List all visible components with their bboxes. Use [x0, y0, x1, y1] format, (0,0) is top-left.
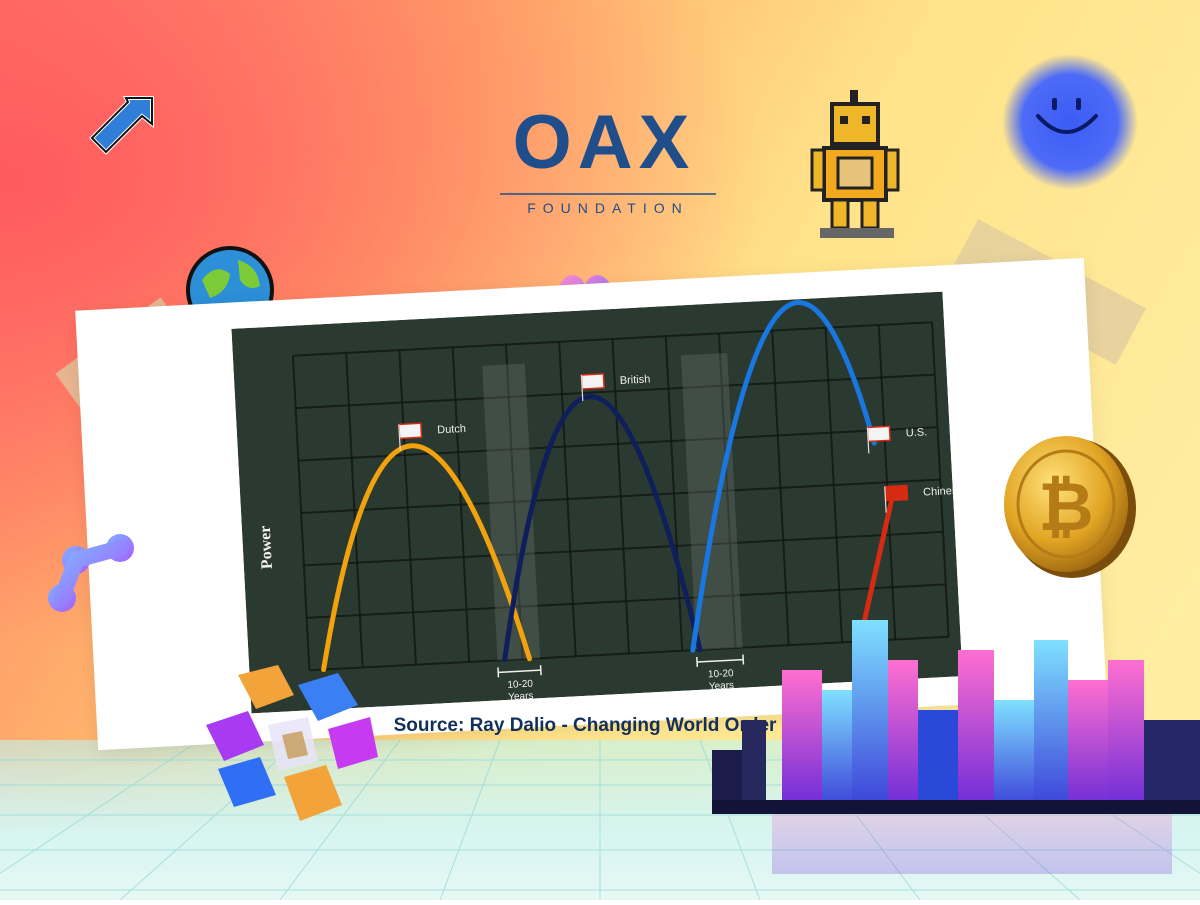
oax-logo: OAX FOUNDATION	[490, 100, 730, 220]
pixel-cursor-icon	[89, 96, 154, 155]
transition-bracket-tick	[497, 667, 500, 678]
flag-u-s-icon	[866, 425, 891, 443]
logo-text: OAX	[513, 100, 696, 185]
chart-panel: 10-20 Years 10-20 Years Dutch British U.S. Chi…	[231, 291, 964, 714]
transition-bracket	[498, 669, 541, 674]
transition-label: 10-20	[507, 679, 534, 691]
ripple-logo-icon	[48, 534, 134, 612]
svg-text:₿: ₿	[1038, 468, 1093, 547]
y-axis-label: Power	[257, 525, 276, 569]
grid-line-horizontal	[301, 478, 941, 514]
series-label-u-s: U.S.	[905, 426, 927, 439]
flag-pole	[580, 374, 584, 402]
transition-band	[482, 363, 541, 661]
flag-pole	[884, 486, 887, 513]
series-label-british: British	[619, 373, 650, 387]
curve-british	[502, 394, 703, 663]
pixel-robot-icon	[810, 90, 900, 238]
transition-bracket	[697, 658, 744, 663]
flag-pole	[398, 424, 401, 451]
grid-line-horizontal	[292, 321, 933, 357]
grid-line-horizontal	[295, 373, 935, 410]
oax-logo-mark: OAX FOUNDATION	[500, 100, 716, 216]
grid-line-horizontal	[309, 635, 949, 672]
bitcoin-coin-icon: ₿	[1004, 436, 1136, 578]
series-label-dutch: Dutch	[437, 423, 466, 436]
grid-line-horizontal	[306, 583, 946, 619]
crypto-cubes-icon	[206, 665, 378, 821]
curve-u-s	[690, 300, 877, 653]
smiley-face-icon	[1002, 54, 1138, 190]
transition-bracket-tick	[696, 656, 699, 668]
transition-label: 10-20	[708, 668, 735, 680]
flag-british-icon	[580, 373, 605, 390]
curve-chinese	[857, 497, 895, 644]
grid-line-horizontal	[298, 426, 938, 462]
flag-dutch-icon	[398, 422, 423, 440]
flag-chinese-icon	[883, 484, 909, 502]
source-caption: Source: Ray Dalio - Changing World Order	[393, 715, 777, 736]
flag-pole	[866, 427, 870, 454]
transition-band	[680, 352, 743, 650]
transition-bracket-tick	[742, 654, 745, 665]
transition-bracket-tick	[539, 665, 542, 676]
grid-line-horizontal	[303, 530, 944, 567]
curve-dutch	[321, 443, 533, 673]
neon-city-skyline-icon	[712, 620, 1200, 874]
logo-tagline: FOUNDATION	[527, 200, 689, 216]
chart-background	[231, 291, 963, 714]
